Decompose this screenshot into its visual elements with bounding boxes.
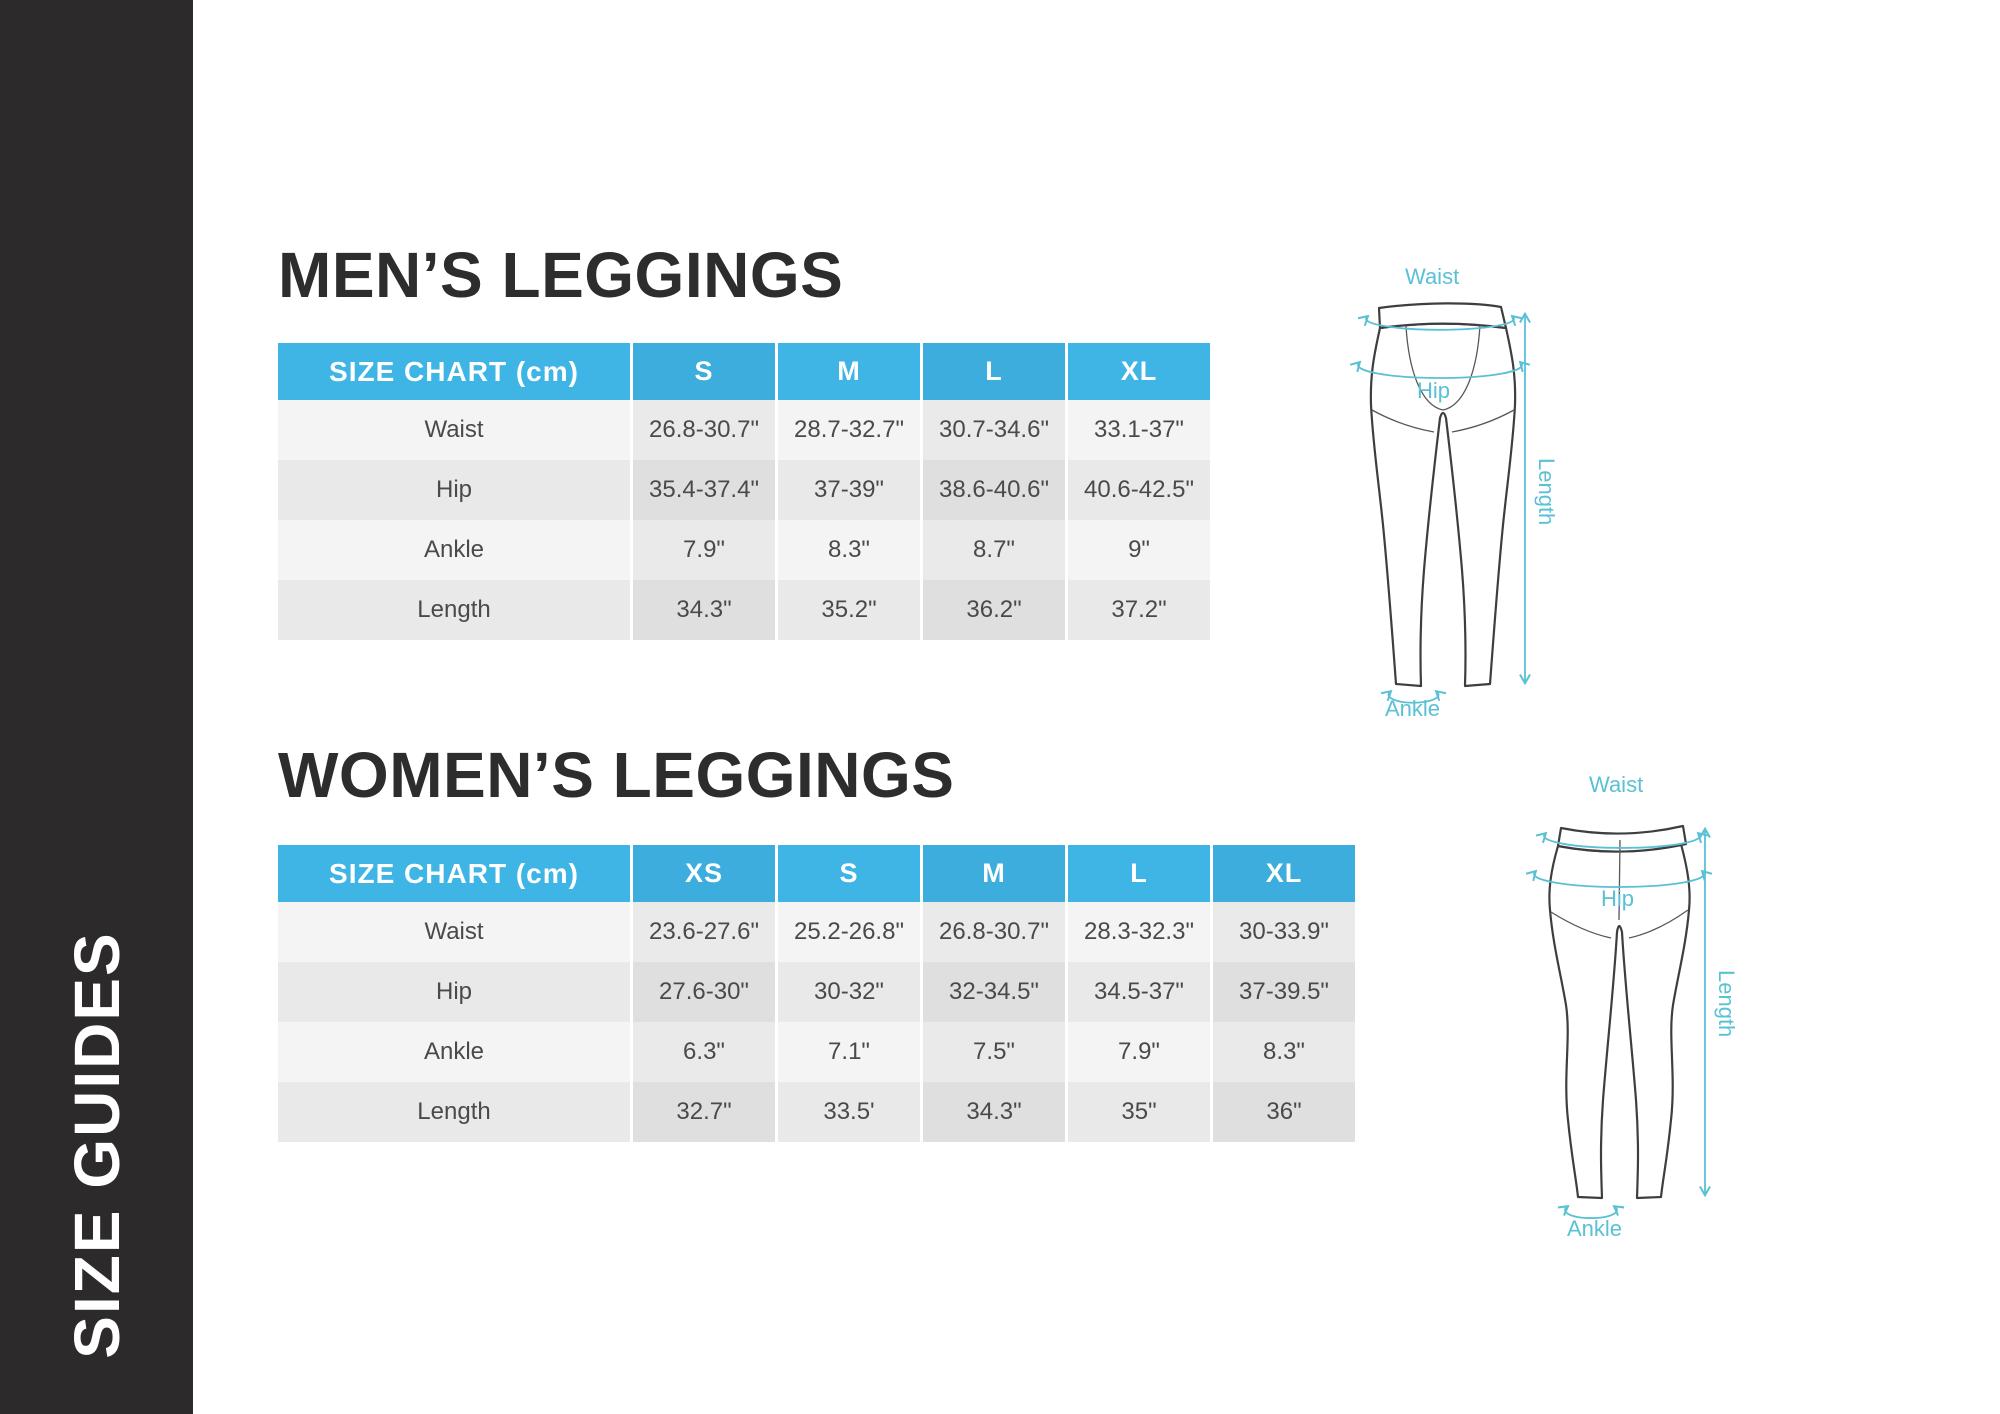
womens-section-heading: WOMEN’S LEGGINGS bbox=[278, 739, 955, 811]
measure-value-cell: 26.8-30.7" bbox=[630, 400, 775, 460]
size-column-header: L bbox=[920, 343, 1065, 400]
hip-label: Hip bbox=[1601, 886, 1635, 911]
measure-row-label: Waist bbox=[278, 400, 630, 460]
size-column-header: S bbox=[630, 343, 775, 400]
measure-value-cell: 32.7" bbox=[630, 1082, 775, 1142]
measure-row-label: Hip bbox=[278, 460, 630, 520]
leggings-drawing bbox=[1349, 302, 1531, 704]
measure-value-cell: 34.5-37" bbox=[1065, 962, 1210, 1022]
mens-section-heading: MEN’S LEGGINGS bbox=[278, 239, 844, 311]
waist-label: Waist bbox=[1405, 264, 1460, 289]
leggings-body-outline bbox=[1369, 322, 1517, 688]
size-column-header: M bbox=[920, 845, 1065, 902]
waistband bbox=[1377, 302, 1508, 330]
size-column-header: S bbox=[775, 845, 920, 902]
measure-row-label: Length bbox=[278, 580, 630, 640]
measure-value-cell: 7.5" bbox=[920, 1022, 1065, 1082]
measure-row-label: Length bbox=[278, 1082, 630, 1142]
size-column-header: XL bbox=[1210, 845, 1355, 902]
measure-value-cell: 23.6-27.6" bbox=[630, 902, 775, 962]
measure-row-label: Waist bbox=[278, 902, 630, 962]
leggings-body-outline bbox=[1548, 842, 1691, 1200]
measure-value-cell: 37-39" bbox=[775, 460, 920, 520]
yoke-seam-right bbox=[1628, 909, 1689, 939]
measure-value-cell: 6.3" bbox=[630, 1022, 775, 1082]
measure-value-cell: 33.1-37" bbox=[1065, 400, 1210, 460]
measure-row-label: Ankle bbox=[278, 1022, 630, 1082]
yoke-seam-left bbox=[1550, 911, 1612, 939]
length-label: Length bbox=[1714, 970, 1739, 1038]
measure-value-cell: 27.6-30" bbox=[630, 962, 775, 1022]
measure-value-cell: 26.8-30.7" bbox=[920, 902, 1065, 962]
measure-value-cell: 40.6-42.5" bbox=[1065, 460, 1210, 520]
measure-row-label: Ankle bbox=[278, 520, 630, 580]
waist-measure-arrow bbox=[1357, 314, 1523, 331]
measure-value-cell: 7.1" bbox=[775, 1022, 920, 1082]
measure-value-cell: 25.2-26.8" bbox=[775, 902, 920, 962]
ankle-label: Ankle bbox=[1567, 1216, 1623, 1241]
hip-measure-arrow bbox=[1525, 869, 1713, 888]
measure-value-cell: 7.9" bbox=[630, 520, 775, 580]
yoke-seam-right bbox=[1451, 409, 1515, 433]
size-column-header: XS bbox=[630, 845, 775, 902]
measure-value-cell: 8.7" bbox=[920, 520, 1065, 580]
yoke-seam-left bbox=[1371, 409, 1435, 433]
measure-value-cell: 30.7-34.6" bbox=[920, 400, 1065, 460]
measure-row-label: Hip bbox=[278, 962, 630, 1022]
ankle-measure-arrow bbox=[1557, 1205, 1625, 1219]
measure-value-cell: 8.3" bbox=[1210, 1022, 1355, 1082]
mens-size-table: SIZE CHART (cm) S M L XL Waist 26.8-30.7… bbox=[278, 343, 1210, 640]
size-column-header: M bbox=[775, 343, 920, 400]
measure-value-cell: 30-32" bbox=[775, 962, 920, 1022]
ankle-label: Ankle bbox=[1385, 696, 1441, 721]
hip-label: Hip bbox=[1417, 378, 1451, 403]
measure-value-cell: 36" bbox=[1210, 1082, 1355, 1142]
measure-value-cell: 8.3" bbox=[775, 520, 920, 580]
page-title: SIZE GUIDES bbox=[61, 931, 133, 1359]
measure-value-cell: 37-39.5" bbox=[1210, 962, 1355, 1022]
measure-value-cell: 30-33.9" bbox=[1210, 902, 1355, 962]
size-column-header: L bbox=[1065, 845, 1210, 902]
measure-value-cell: 35.2" bbox=[775, 580, 920, 640]
measure-value-cell: 32-34.5" bbox=[920, 962, 1065, 1022]
table-corner-header: SIZE CHART (cm) bbox=[278, 845, 630, 902]
measure-value-cell: 28.7-32.7" bbox=[775, 400, 920, 460]
measure-value-cell: 34.3" bbox=[920, 1082, 1065, 1142]
measure-value-cell: 38.6-40.6" bbox=[920, 460, 1065, 520]
womens-size-table: SIZE CHART (cm) XS S M L XL Waist 23.6-2… bbox=[278, 845, 1355, 1142]
waist-measure-arrow bbox=[1535, 831, 1709, 849]
leggings-drawing bbox=[1525, 824, 1713, 1219]
measure-value-cell: 9" bbox=[1065, 520, 1210, 580]
measure-value-cell: 37.2" bbox=[1065, 580, 1210, 640]
measure-value-cell: 33.5' bbox=[775, 1082, 920, 1142]
mens-leggings-diagram: Waist Hip Length Ankle bbox=[1333, 260, 1568, 725]
waist-label: Waist bbox=[1589, 772, 1644, 797]
measure-value-cell: 7.9" bbox=[1065, 1022, 1210, 1082]
length-label: Length bbox=[1534, 458, 1559, 526]
measure-value-cell: 35" bbox=[1065, 1082, 1210, 1142]
measure-value-cell: 35.4-37.4" bbox=[630, 460, 775, 520]
measure-value-cell: 34.3" bbox=[630, 580, 775, 640]
womens-leggings-diagram: Waist Hip Length Ankle bbox=[1505, 770, 1745, 1245]
size-column-header: XL bbox=[1065, 343, 1210, 400]
table-corner-header: SIZE CHART (cm) bbox=[278, 343, 630, 400]
ankle-measure-arrow bbox=[1380, 689, 1447, 704]
hip-measure-arrow bbox=[1349, 360, 1531, 379]
measure-value-cell: 36.2" bbox=[920, 580, 1065, 640]
sidebar: SIZE GUIDES bbox=[0, 0, 193, 1414]
measure-value-cell: 28.3-32.3" bbox=[1065, 902, 1210, 962]
